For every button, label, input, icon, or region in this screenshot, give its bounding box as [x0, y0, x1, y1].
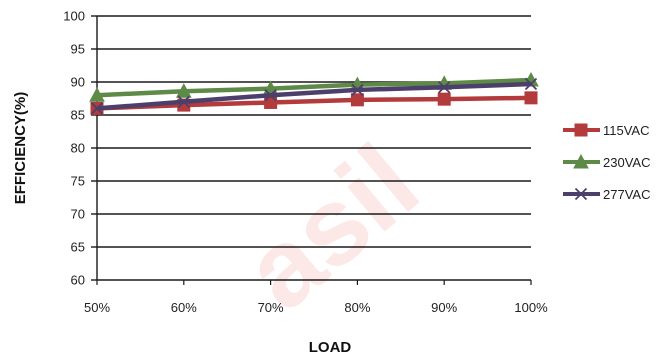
- y-tick-label-95: 95: [71, 42, 85, 57]
- series-line-230VAC: [96, 77, 532, 98]
- tick-labels: 60 65 70 75 80 85 90 95 100 50% 60% 70% 80% 90% 100%: [63, 9, 548, 316]
- y-tick-label-70: 70: [71, 207, 85, 222]
- data-point-277VAC-4: [438, 81, 451, 94]
- x-tick-label-1: 60%: [171, 300, 197, 315]
- legend-label-115VAC: 115VAC: [603, 123, 650, 138]
- y-tick-label-60: 60: [71, 273, 85, 288]
- legend-label-230VAC: 230VAC: [603, 155, 650, 170]
- series-line-115VAC: [96, 95, 532, 111]
- x-tick-label-5: 100%: [514, 300, 548, 315]
- legend-entry-230VAC: 230VAC: [563, 153, 650, 170]
- y-tick-label-85: 85: [71, 108, 85, 123]
- series-277VAC: [90, 77, 538, 115]
- y-tick-label-80: 80: [71, 141, 85, 156]
- series-line-277VAC: [96, 81, 532, 111]
- x-axis-title: LOAD: [309, 339, 352, 356]
- legend-marker-277VAC: [574, 187, 588, 201]
- legend-entry-277VAC: 277VAC: [563, 187, 650, 202]
- legend-entry-115VAC: 115VAC: [563, 123, 650, 138]
- y-tick-label-100: 100: [63, 9, 85, 24]
- x-tick-label-0: 50%: [84, 300, 110, 315]
- axes: [91, 15, 532, 285]
- legend: 115VAC 230VAC 277VAC: [563, 123, 650, 202]
- data-point-277VAC-0: [90, 102, 104, 115]
- data-point-277VAC-5: [524, 77, 538, 91]
- data-point-277VAC-2: [264, 89, 277, 102]
- data-point-230VAC-0: [89, 87, 105, 102]
- series-lines: [89, 71, 539, 115]
- legend-marker-230VAC: [573, 153, 589, 169]
- data-point-115VAC-4: [437, 92, 451, 106]
- y-tick-label-90: 90: [71, 75, 85, 90]
- legend-label-277VAC: 277VAC: [603, 187, 650, 202]
- x-tick-label-4: 90%: [431, 300, 457, 315]
- y-tick-label-75: 75: [71, 174, 85, 189]
- data-point-115VAC-5: [524, 91, 538, 105]
- data-point-277VAC-1: [177, 95, 190, 108]
- data-point-115VAC-3: [350, 93, 364, 107]
- y-axis-title: EFFICIENCY(%): [12, 92, 29, 205]
- data-point-277VAC-3: [351, 83, 364, 97]
- x-tick-label-2: 70%: [258, 300, 284, 315]
- data-point-230VAC-1: [175, 83, 192, 98]
- y-tick-label-65: 65: [71, 240, 85, 255]
- grid-lines: [97, 15, 531, 281]
- legend-marker-115VAC: [574, 123, 588, 137]
- x-tick-label-3: 80%: [344, 300, 370, 315]
- watermark: asil: [221, 121, 441, 333]
